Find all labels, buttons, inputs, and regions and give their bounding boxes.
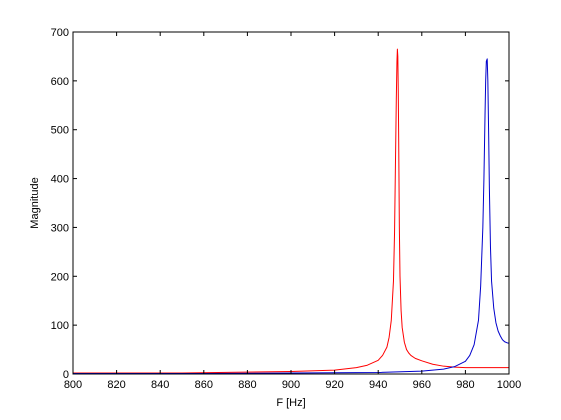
x-axis-label: F [Hz] [276, 397, 305, 409]
y-axis-label: Magnitude [29, 177, 41, 228]
y-tick-label: 0 [63, 369, 69, 381]
x-tick-label: 920 [325, 379, 343, 391]
x-tick-label: 960 [413, 379, 431, 391]
y-tick-label: 500 [51, 125, 69, 137]
y-tick-label: 200 [51, 271, 69, 283]
x-tick-label: 880 [238, 379, 256, 391]
y-tick-label: 600 [51, 76, 69, 88]
y-tick-label: 300 [51, 222, 69, 234]
series-layer [73, 48, 510, 375]
x-tick-label: 1000 [497, 379, 521, 391]
x-tick-label: 980 [456, 379, 474, 391]
y-tick-label: 100 [51, 320, 69, 332]
y-tick-label: 700 [51, 27, 69, 39]
tick-layer: 800 820 840 860 880 900 920 940 960 980 1000 0 100 20… [51, 27, 522, 391]
x-tick-label: 860 [195, 379, 213, 391]
x-tick-label: 940 [369, 379, 387, 391]
series-line-1 [73, 48, 509, 374]
x-tick-label: 840 [151, 379, 169, 391]
x-tick-label: 820 [107, 379, 125, 391]
x-tick-label: 800 [64, 379, 82, 391]
plot-area [73, 32, 509, 374]
series-line-2 [73, 58, 510, 375]
y-tick-label: 400 [51, 174, 69, 186]
x-tick-label: 900 [282, 379, 300, 391]
